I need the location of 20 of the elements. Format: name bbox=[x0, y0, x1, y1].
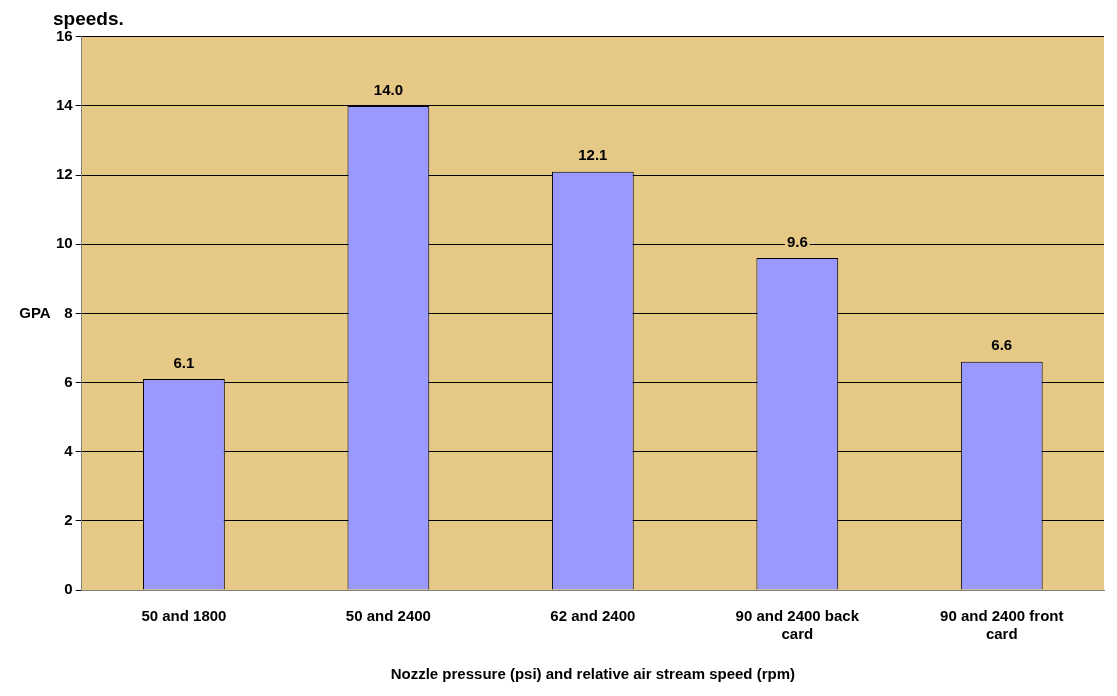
data-label: 14.0 bbox=[373, 80, 403, 98]
x-tick-label: 90 and 2400 front card bbox=[940, 607, 1064, 643]
y-tick-label: 2 bbox=[64, 510, 73, 528]
x-axis-title: Nozzle pressure (psi) and relative air stream speed (rpm) bbox=[390, 665, 795, 683]
data-label: 9.6 bbox=[786, 232, 808, 250]
y-tick-label: 8 bbox=[64, 303, 73, 321]
x-tick-label: 90 and 2400 back card bbox=[735, 607, 860, 643]
y-tick-label: 0 bbox=[64, 580, 73, 598]
x-tick-label: 50 and 2400 bbox=[345, 607, 431, 625]
y-tick-label: 12 bbox=[56, 165, 73, 183]
y-tick-label: 10 bbox=[56, 234, 73, 252]
x-tick-label: 62 and 2400 bbox=[550, 607, 636, 625]
data-label: 6.1 bbox=[173, 353, 195, 371]
x-tick-label: 50 and 1800 bbox=[141, 607, 227, 625]
data-label: 6.6 bbox=[991, 336, 1013, 354]
y-tick-label: 6 bbox=[64, 372, 73, 390]
y-tick-label: 4 bbox=[64, 441, 74, 459]
y-axis-title: GPA bbox=[19, 303, 51, 321]
y-tick-label: 14 bbox=[56, 96, 74, 114]
data-label: 12.1 bbox=[578, 146, 608, 164]
